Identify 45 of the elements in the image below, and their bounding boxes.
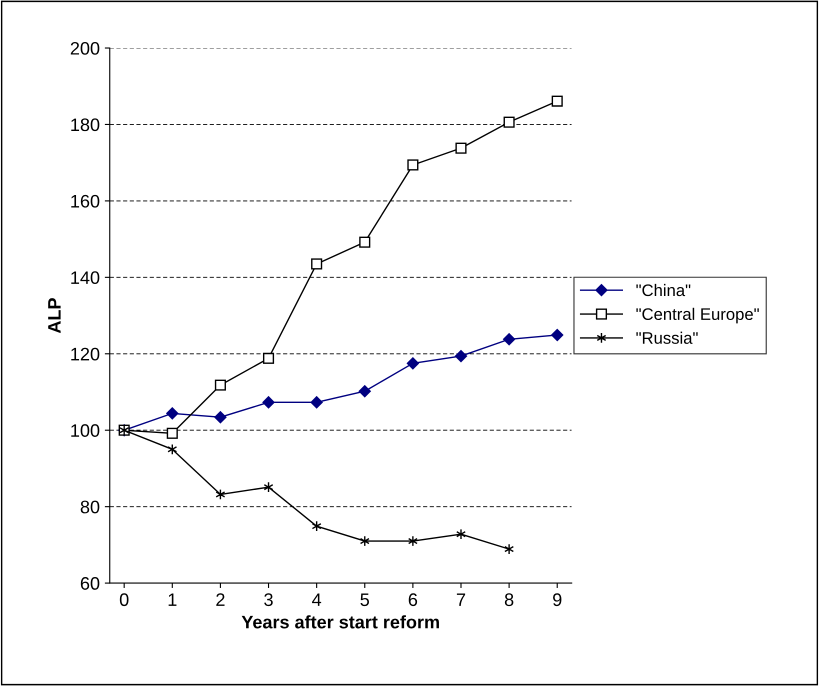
point (166, 407, 178, 420)
point (455, 142, 467, 154)
x-tick-label: 1 (168, 593, 176, 606)
point (504, 116, 515, 128)
y-tick-label: 200 (70, 42, 100, 55)
x-tick-label: 7 (456, 593, 466, 606)
point (216, 488, 226, 500)
x-tick-label: 9 (553, 593, 562, 606)
point (407, 159, 418, 171)
point (551, 328, 564, 342)
point (262, 396, 275, 408)
point (503, 333, 516, 346)
y-tick-label: 80 (80, 500, 100, 514)
x-tick-label: 4 (312, 593, 322, 606)
y-tick-label: 100 (71, 424, 100, 437)
point (359, 236, 370, 248)
x-tick-label: 3 (264, 593, 273, 606)
legend-label: "China" (636, 284, 690, 296)
point (214, 380, 226, 391)
point (552, 96, 563, 107)
point (504, 544, 514, 555)
y-tick-label: 60 (80, 577, 100, 590)
y-tick-label: 180 (71, 118, 100, 132)
point (214, 411, 227, 424)
point (408, 536, 418, 547)
y-axis-title: ALP (48, 298, 61, 334)
legend-label: "Russia" (636, 332, 698, 344)
x-tick-label: 8 (504, 593, 514, 606)
point (310, 396, 323, 408)
point (166, 428, 178, 439)
x-axis-title: Years after start reform (242, 615, 439, 628)
legend-label: "Central Europe" (636, 308, 759, 324)
y-tick-label: 160 (71, 194, 100, 208)
point (406, 357, 419, 370)
x-tick-label: 5 (360, 593, 370, 606)
y-tick-label: 120 (71, 348, 100, 360)
x-tick-label: 2 (216, 593, 225, 606)
x-tick-label: 6 (408, 593, 418, 606)
x-tick-label: 0 (120, 593, 128, 606)
point (360, 536, 370, 547)
point (454, 350, 468, 362)
point (358, 385, 371, 398)
point (311, 258, 322, 270)
point (262, 352, 274, 364)
y-tick-label: 140 (71, 271, 100, 284)
